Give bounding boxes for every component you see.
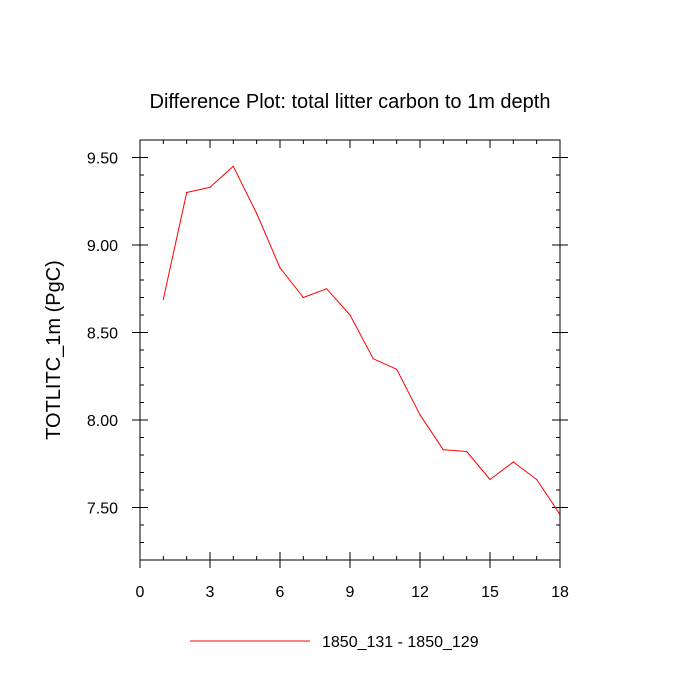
x-tick-label: 3 bbox=[206, 584, 215, 601]
data-point bbox=[326, 288, 328, 290]
plot-frame bbox=[139, 139, 561, 561]
y-tick-label: 9.00 bbox=[87, 238, 118, 255]
y-tick-label: 8.00 bbox=[87, 413, 118, 430]
data-point bbox=[232, 165, 234, 167]
data-point bbox=[186, 191, 188, 194]
data-point bbox=[372, 358, 374, 360]
series-line-0 bbox=[162, 165, 561, 515]
data-point bbox=[256, 212, 258, 215]
data-point bbox=[536, 478, 538, 481]
data-point bbox=[442, 449, 444, 451]
x-tick-label: 12 bbox=[411, 584, 429, 601]
data-point bbox=[512, 461, 514, 463]
data-point bbox=[466, 450, 468, 453]
y-tick-label: 7.50 bbox=[87, 501, 118, 518]
data-point bbox=[302, 296, 304, 299]
data-point bbox=[419, 414, 421, 416]
data-point bbox=[209, 186, 211, 188]
series-layer bbox=[162, 165, 561, 516]
y-axis-label: TOTLITC_1m (PgC) bbox=[43, 260, 65, 440]
y-tick-label: 8.50 bbox=[87, 326, 118, 343]
x-tick-label: 6 bbox=[276, 584, 285, 601]
x-tick-label: 9 bbox=[346, 584, 355, 601]
y-tick-label: 9.50 bbox=[87, 151, 118, 168]
data-point bbox=[489, 478, 491, 481]
legend: 1850_131 - 1850_129 bbox=[190, 634, 479, 651]
data-point bbox=[349, 314, 351, 316]
chart-title: Difference Plot: total litter carbon to … bbox=[150, 91, 551, 113]
x-tick-label: 0 bbox=[136, 584, 145, 601]
data-point bbox=[279, 267, 281, 269]
data-point bbox=[162, 298, 164, 300]
x-tick-label: 15 bbox=[481, 584, 499, 601]
data-point bbox=[396, 368, 398, 370]
legend-label: 1850_131 - 1850_129 bbox=[322, 634, 479, 651]
x-tick-label: 18 bbox=[551, 584, 569, 601]
axis-ticks: 0 3 6 9 12 15 18 7.50 8.00 8.50 9.00 9.50 bbox=[87, 139, 569, 601]
